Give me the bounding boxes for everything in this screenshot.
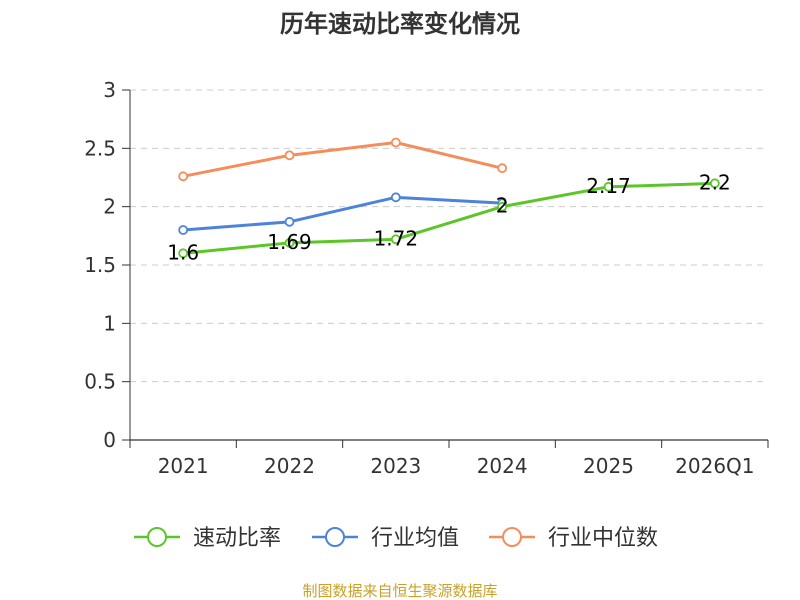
source-footer: 制图数据来自恒生聚源数据库 <box>302 582 497 600</box>
x-tick-label: 2025 <box>583 454 634 478</box>
data-point-0 <box>603 181 614 192</box>
legend: 速动比率 行业均值 行业中位数 <box>134 526 658 551</box>
data-point-2 <box>178 171 189 182</box>
grid-lines <box>130 89 768 383</box>
data-label: 1.6 <box>167 240 199 264</box>
y-tick-label: 0.5 <box>84 370 116 394</box>
series-line-1 <box>183 195 503 232</box>
y-tick-label: 1.5 <box>84 253 116 277</box>
legend-marker-0 <box>147 527 167 547</box>
data-point-2 <box>390 137 401 148</box>
data-label: 2.2 <box>699 170 731 194</box>
x-tick-label: 2022 <box>264 454 315 478</box>
legend-marker-1 <box>325 527 345 547</box>
y-axis: 0 0.5 1 1.5 2 2.5 3 <box>84 78 131 452</box>
data-label: 2 <box>496 194 509 218</box>
data-point-0 <box>390 234 401 245</box>
data-label: 1.72 <box>374 226 419 250</box>
series-layer <box>178 137 720 259</box>
x-tick-label: 2023 <box>370 454 421 478</box>
data-point-2 <box>284 150 295 161</box>
data-point-1 <box>390 192 401 203</box>
x-axis: 2021 2022 2023 2024 2025 2026Q1 <box>129 439 769 478</box>
x-tick-label: 2026Q1 <box>675 454 754 478</box>
x-tick-label: 2024 <box>477 454 528 478</box>
y-tick-label: 1 <box>103 311 116 335</box>
series-line-0 <box>183 181 715 255</box>
legend-label-1: 行业均值 <box>371 526 459 551</box>
y-tick-label: 2.5 <box>84 136 116 160</box>
y-tick-label: 2 <box>103 195 116 219</box>
chart-title: 历年速动比率变化情况 <box>280 10 520 38</box>
data-point-0 <box>709 178 720 189</box>
y-tick-label: 0 <box>103 428 116 452</box>
data-point-0 <box>178 248 189 259</box>
data-point-1 <box>284 216 295 227</box>
series-line-2 <box>182 141 503 178</box>
legend-label-0: 速动比率 <box>193 526 281 551</box>
data-point-1 <box>178 225 189 235</box>
data-label: 2.17 <box>586 174 631 198</box>
y-tick-label: 3 <box>103 78 116 102</box>
legend-marker-2 <box>502 527 522 547</box>
data-point-0 <box>497 201 508 212</box>
data-point-2 <box>497 163 508 174</box>
data-label: 1.69 <box>267 230 312 254</box>
legend-label-2: 行业中位数 <box>548 526 658 551</box>
data-labels: 1.6 1.69 1.72 2 2.17 2.2 <box>167 170 730 264</box>
x-tick-label: 2021 <box>158 454 209 478</box>
data-point-0 <box>284 237 295 248</box>
